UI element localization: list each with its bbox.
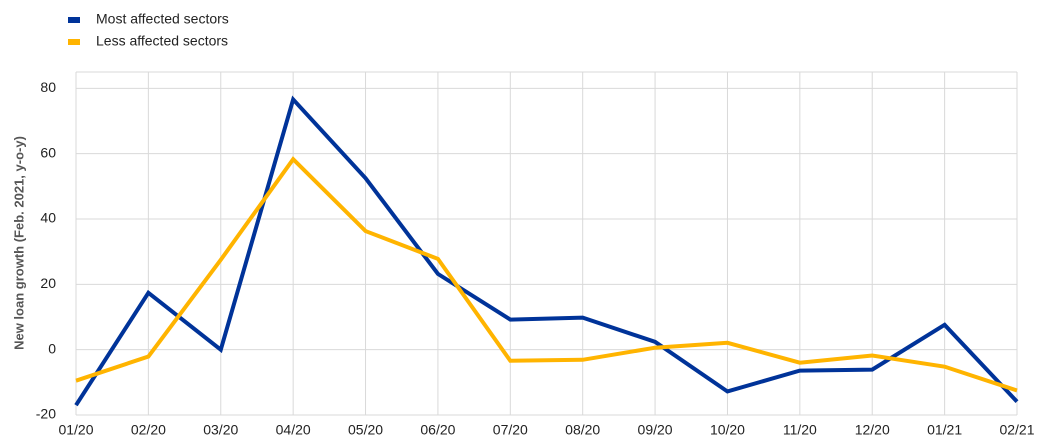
legend-label: Less affected sectors	[96, 33, 228, 49]
x-tick-label: 05/20	[348, 422, 383, 438]
x-tick-label: 03/20	[203, 422, 238, 438]
y-axis-label: New loan growth (Feb. 2021, y-o-y)	[11, 136, 26, 350]
x-tick-label: 11/20	[783, 422, 817, 438]
y-tick-label: 80	[40, 79, 56, 95]
data-line	[75, 156, 1018, 393]
y-tick-label: 60	[40, 144, 56, 160]
x-tick-label: 09/20	[638, 422, 673, 438]
x-tick-label: 06/20	[420, 422, 455, 438]
y-tick-label: 40	[40, 210, 56, 226]
x-tick-label: 01/21	[927, 422, 962, 438]
x-tick-label: 07/20	[493, 422, 528, 438]
y-tick-label: -20	[36, 406, 56, 422]
y-tick-label: 0	[48, 340, 56, 356]
x-tick-label: 02/21	[999, 422, 1034, 438]
x-tick-label: 12/20	[855, 422, 890, 438]
legend-swatch	[68, 17, 80, 23]
x-tick-label: 04/20	[276, 422, 311, 438]
y-tick-label: 20	[40, 275, 56, 291]
x-tick-label: 02/20	[131, 422, 166, 438]
legend-swatch	[68, 39, 80, 45]
x-tick-label: 01/20	[58, 422, 93, 438]
x-tick-label: 10/20	[710, 422, 745, 438]
legend-label: Most affected sectors	[96, 11, 229, 27]
data-line	[74, 95, 1019, 407]
x-tick-label: 08/20	[565, 422, 600, 438]
